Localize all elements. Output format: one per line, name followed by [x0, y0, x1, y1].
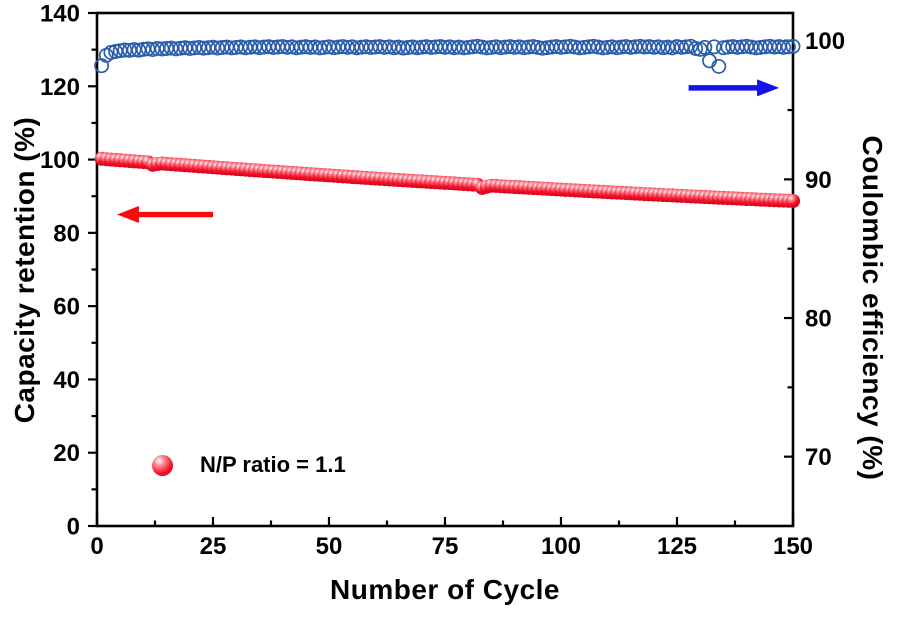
- efficiency-point: [572, 40, 588, 56]
- efficiency-point: [456, 40, 472, 56]
- efficiency-point: [748, 40, 764, 56]
- x-tick-label: 125: [657, 533, 697, 560]
- capacity-point: [786, 194, 800, 208]
- tick-labels: 0 20 40 60 80 100 120 140 70 80 90 100 0 25 50 75 100 125…: [40, 1, 845, 561]
- y-right-tick-label: 70: [805, 444, 832, 471]
- left-axis-arrow-head-icon: [116, 206, 139, 224]
- x-tick-label: 25: [200, 533, 227, 560]
- efficiency-series: [94, 38, 801, 74]
- y-left-tick-label: 40: [53, 367, 80, 394]
- y-left-tick-label: 80: [53, 220, 80, 247]
- y-right-tick-label: 90: [805, 167, 832, 194]
- legend-label: N/P ratio = 1.1: [200, 452, 346, 477]
- x-tick-label: 100: [541, 533, 581, 560]
- left-axis-title: Capacity retention (%): [9, 116, 40, 424]
- efficiency-point: [776, 39, 792, 55]
- efficiency-point: [711, 58, 727, 74]
- y-left-tick-label: 20: [53, 440, 80, 467]
- x-axis-title: Number of Cycle: [330, 574, 560, 605]
- x-tick-label: 150: [773, 533, 813, 560]
- efficiency-point: [534, 40, 550, 56]
- efficiency-point: [558, 39, 574, 55]
- y-left-tick-label: 120: [40, 74, 80, 101]
- y-right-tick-label: 80: [805, 306, 832, 333]
- efficiency-point: [372, 39, 388, 55]
- right-axis-arrow-head-icon: [757, 79, 780, 97]
- efficiency-point: [780, 39, 796, 55]
- y-left-tick-label: 0: [67, 514, 80, 541]
- efficiency-point: [465, 39, 481, 55]
- ticks: [88, 11, 795, 528]
- efficiency-point: [678, 39, 694, 55]
- x-tick-label: 75: [432, 533, 459, 560]
- legend-red-sphere-icon: [152, 454, 173, 476]
- efficiency-point: [697, 39, 713, 55]
- capacity-series: [94, 151, 800, 208]
- legend: N/P ratio = 1.1: [152, 452, 346, 478]
- y-right-tick-label: 100: [805, 28, 845, 55]
- efficiency-point: [674, 39, 690, 55]
- efficiency-point: [785, 38, 801, 54]
- efficiency-point: [581, 39, 597, 55]
- x-tick-label: 0: [90, 533, 103, 560]
- y-left-tick-label: 140: [40, 1, 80, 28]
- x-tick-label: 50: [316, 533, 343, 560]
- y-left-tick-label: 60: [53, 294, 80, 321]
- right-axis-title: Coulombic efficiency (%): [857, 135, 888, 481]
- y-left-tick-label: 100: [40, 147, 80, 174]
